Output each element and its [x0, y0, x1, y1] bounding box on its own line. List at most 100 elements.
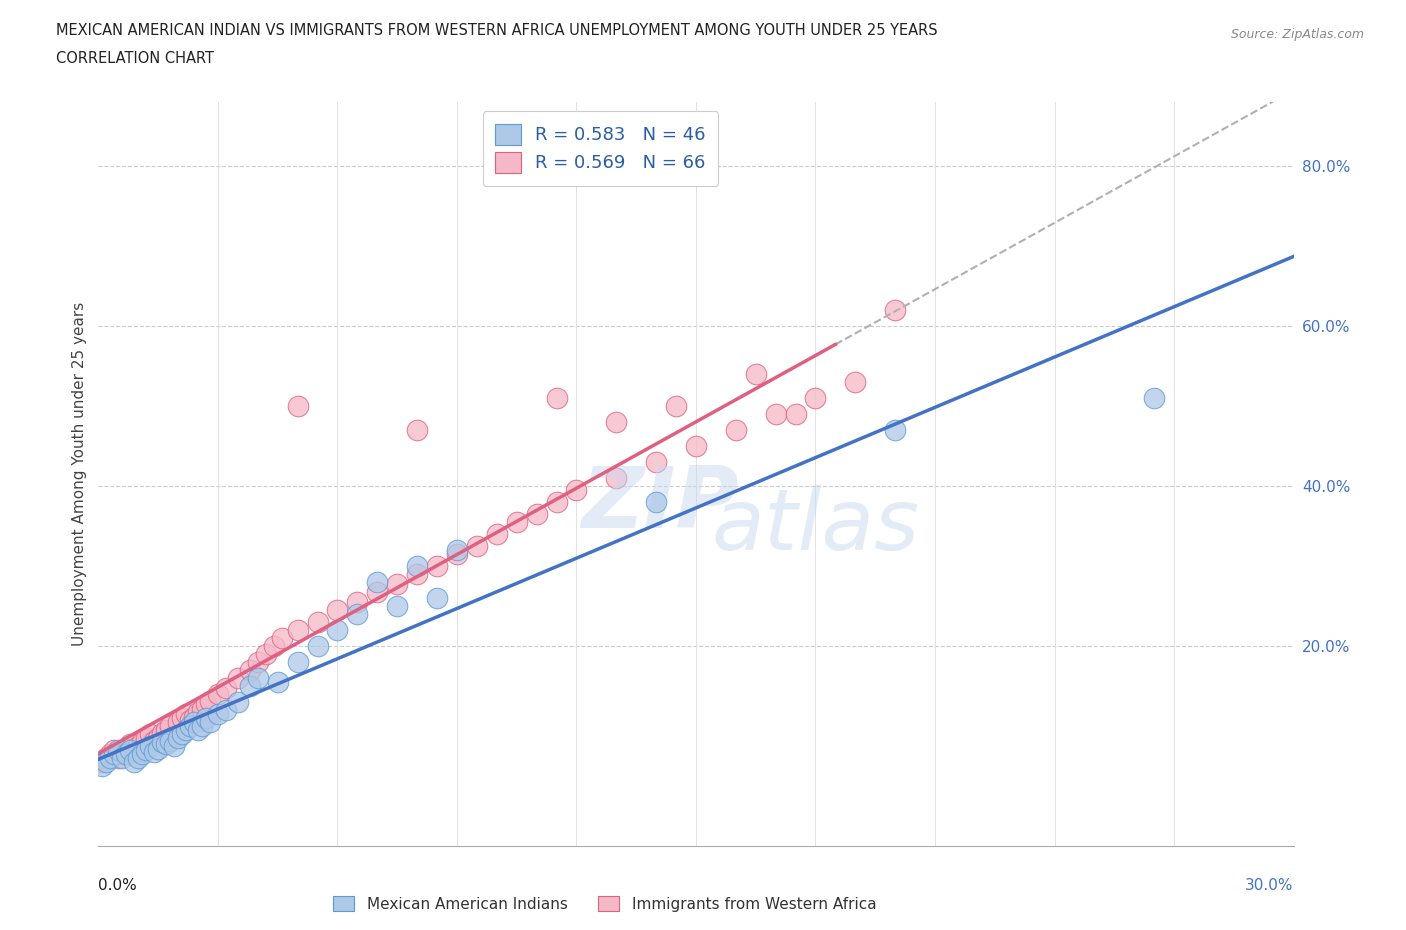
Point	[446, 543, 468, 558]
Point	[366, 584, 388, 599]
Point	[785, 406, 807, 421]
Point	[804, 391, 827, 405]
Point	[148, 741, 170, 756]
Point	[183, 710, 205, 724]
Point	[270, 631, 292, 645]
Point	[143, 744, 166, 759]
Point	[135, 731, 157, 746]
Point	[103, 747, 125, 762]
Text: 0.0%: 0.0%	[98, 878, 138, 894]
Point	[135, 743, 157, 758]
Point	[326, 623, 349, 638]
Point	[107, 751, 129, 765]
Point	[226, 671, 249, 685]
Point	[406, 567, 429, 582]
Point	[287, 623, 309, 638]
Point	[172, 727, 194, 742]
Point	[195, 697, 218, 711]
Point	[207, 687, 229, 702]
Point	[195, 711, 218, 725]
Point	[163, 728, 186, 743]
Point	[96, 751, 118, 765]
Point	[155, 723, 177, 737]
Point	[131, 747, 153, 762]
Text: ZIP: ZIP	[581, 462, 740, 546]
Point	[120, 743, 142, 758]
Point	[605, 471, 627, 485]
Point	[139, 727, 162, 742]
Point	[426, 591, 449, 605]
Point	[179, 712, 201, 727]
Point	[103, 743, 125, 758]
Point	[485, 527, 508, 542]
Point	[91, 755, 114, 770]
Point	[665, 399, 688, 414]
Point	[167, 715, 190, 730]
Point	[172, 711, 194, 725]
Text: MEXICAN AMERICAN INDIAN VS IMMIGRANTS FROM WESTERN AFRICA UNEMPLOYMENT AMONG YOU: MEXICAN AMERICAN INDIAN VS IMMIGRANTS FR…	[56, 23, 938, 38]
Point	[645, 455, 668, 470]
Point	[100, 751, 122, 765]
Point	[884, 423, 907, 438]
Point	[385, 577, 409, 591]
Point	[167, 731, 190, 746]
Point	[91, 759, 114, 774]
Point	[385, 599, 409, 614]
Point	[254, 647, 277, 662]
Point	[107, 743, 129, 758]
Point	[724, 423, 747, 438]
Point	[215, 681, 238, 696]
Legend: Mexican American Indians, Immigrants from Western Africa: Mexican American Indians, Immigrants fro…	[326, 889, 883, 918]
Point	[346, 595, 368, 610]
Point	[765, 406, 787, 421]
Point	[465, 538, 488, 553]
Text: CORRELATION CHART: CORRELATION CHART	[56, 51, 214, 66]
Text: Source: ZipAtlas.com: Source: ZipAtlas.com	[1230, 28, 1364, 41]
Point	[745, 366, 768, 381]
Point	[287, 399, 309, 414]
Point	[406, 559, 429, 574]
Point	[346, 607, 368, 622]
Point	[446, 547, 468, 562]
Point	[124, 744, 146, 759]
Point	[111, 747, 134, 762]
Point	[120, 737, 142, 751]
Point	[207, 707, 229, 722]
Point	[198, 715, 221, 730]
Point	[127, 751, 149, 765]
Point	[326, 603, 349, 618]
Point	[307, 615, 329, 630]
Point	[183, 715, 205, 730]
Point	[426, 559, 449, 574]
Point	[215, 703, 238, 718]
Text: 30.0%: 30.0%	[1246, 878, 1294, 894]
Point	[174, 707, 197, 722]
Point	[159, 719, 181, 734]
Point	[179, 719, 201, 734]
Text: atlas: atlas	[711, 485, 920, 568]
Point	[127, 738, 149, 753]
Point	[143, 733, 166, 748]
Point	[131, 735, 153, 750]
Point	[1143, 391, 1166, 405]
Point	[187, 723, 209, 737]
Y-axis label: Unemployment Among Youth under 25 years: Unemployment Among Youth under 25 years	[72, 302, 87, 646]
Point	[96, 755, 118, 770]
Point	[174, 723, 197, 737]
Point	[246, 655, 269, 670]
Point	[155, 737, 177, 751]
Point	[148, 730, 170, 745]
Point	[159, 733, 181, 748]
Point	[267, 675, 290, 690]
Point	[605, 415, 627, 430]
Point	[191, 719, 214, 734]
Point	[287, 655, 309, 670]
Point	[307, 639, 329, 654]
Point	[645, 495, 668, 510]
Point	[263, 639, 285, 654]
Point	[163, 738, 186, 753]
Legend: R = 0.583   N = 46, R = 0.569   N = 66: R = 0.583 N = 46, R = 0.569 N = 66	[482, 112, 718, 186]
Point	[100, 747, 122, 762]
Point	[115, 741, 138, 756]
Point	[191, 701, 214, 716]
